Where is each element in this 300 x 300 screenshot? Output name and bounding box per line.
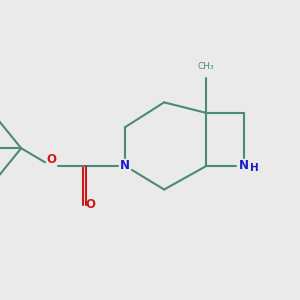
Text: O: O [86, 198, 96, 211]
Text: CH₃: CH₃ [197, 62, 214, 71]
Text: H: H [250, 163, 259, 172]
Text: N: N [120, 159, 130, 172]
Text: O: O [46, 153, 56, 166]
Text: N: N [238, 159, 248, 172]
